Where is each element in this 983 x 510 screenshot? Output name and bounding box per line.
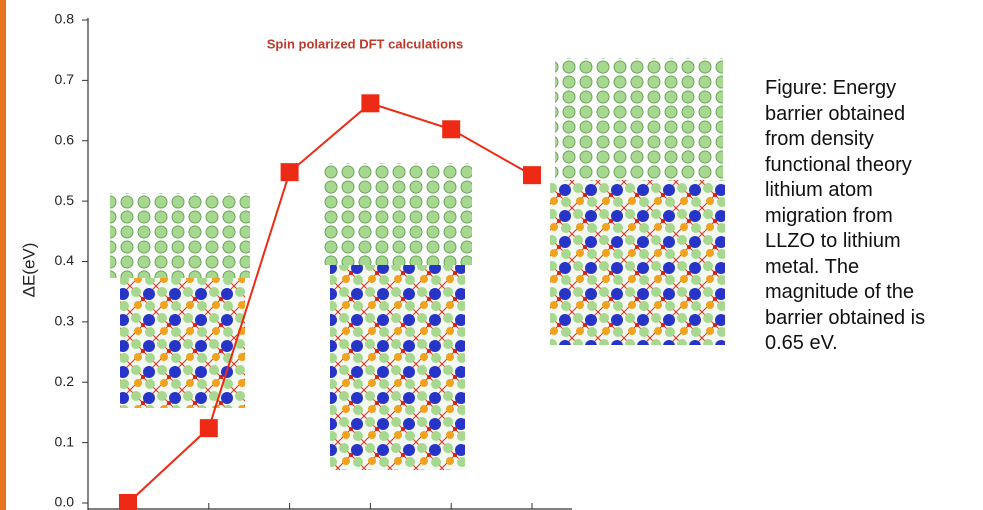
caption-line: migration from: [765, 204, 893, 227]
caption-line: magnitude of the: [765, 281, 914, 303]
y-tick-label: 0.6: [55, 131, 75, 147]
y-tick-label: 0.5: [55, 192, 75, 208]
data-point: [523, 166, 541, 185]
y-tick-label: 0.0: [55, 494, 75, 510]
data-point: [280, 163, 299, 182]
caption-line: barrier obtained is: [765, 306, 926, 329]
data-point: [119, 494, 137, 510]
y-tick-label: 0.1: [55, 433, 75, 449]
structure: [110, 58, 725, 470]
y-tick-label: 0.2: [55, 373, 75, 389]
y-tick-label: 0.3: [55, 313, 75, 329]
caption-line: metal. The: [765, 255, 860, 278]
y-tick-label: 0.7: [55, 71, 75, 87]
data-point: [442, 120, 461, 139]
caption-line: functional theory: [765, 153, 912, 176]
caption-line: barrier obtained: [765, 102, 906, 125]
caption-line: lithium atom: [765, 179, 873, 201]
chart-title: Spin polarized DFT calculations: [267, 36, 463, 51]
data-point: [361, 94, 380, 113]
data-line: [127, 102, 533, 504]
data-point: [199, 419, 218, 438]
caption-line: Figure: Energy: [765, 77, 897, 99]
y-tick-label: 0.4: [55, 252, 75, 268]
caption-line: LLZO to lithium: [765, 230, 901, 252]
caption-line: 0.65 eV.: [765, 332, 838, 354]
caption: Figure: Energy barrier obtained from densi…: [765, 76, 925, 357]
caption-line: from density: [765, 128, 874, 150]
y-tick-label: 0.8: [55, 11, 75, 27]
side-bar: [0, 0, 6, 510]
y-axis-label: ΔE(eV): [19, 243, 38, 298]
